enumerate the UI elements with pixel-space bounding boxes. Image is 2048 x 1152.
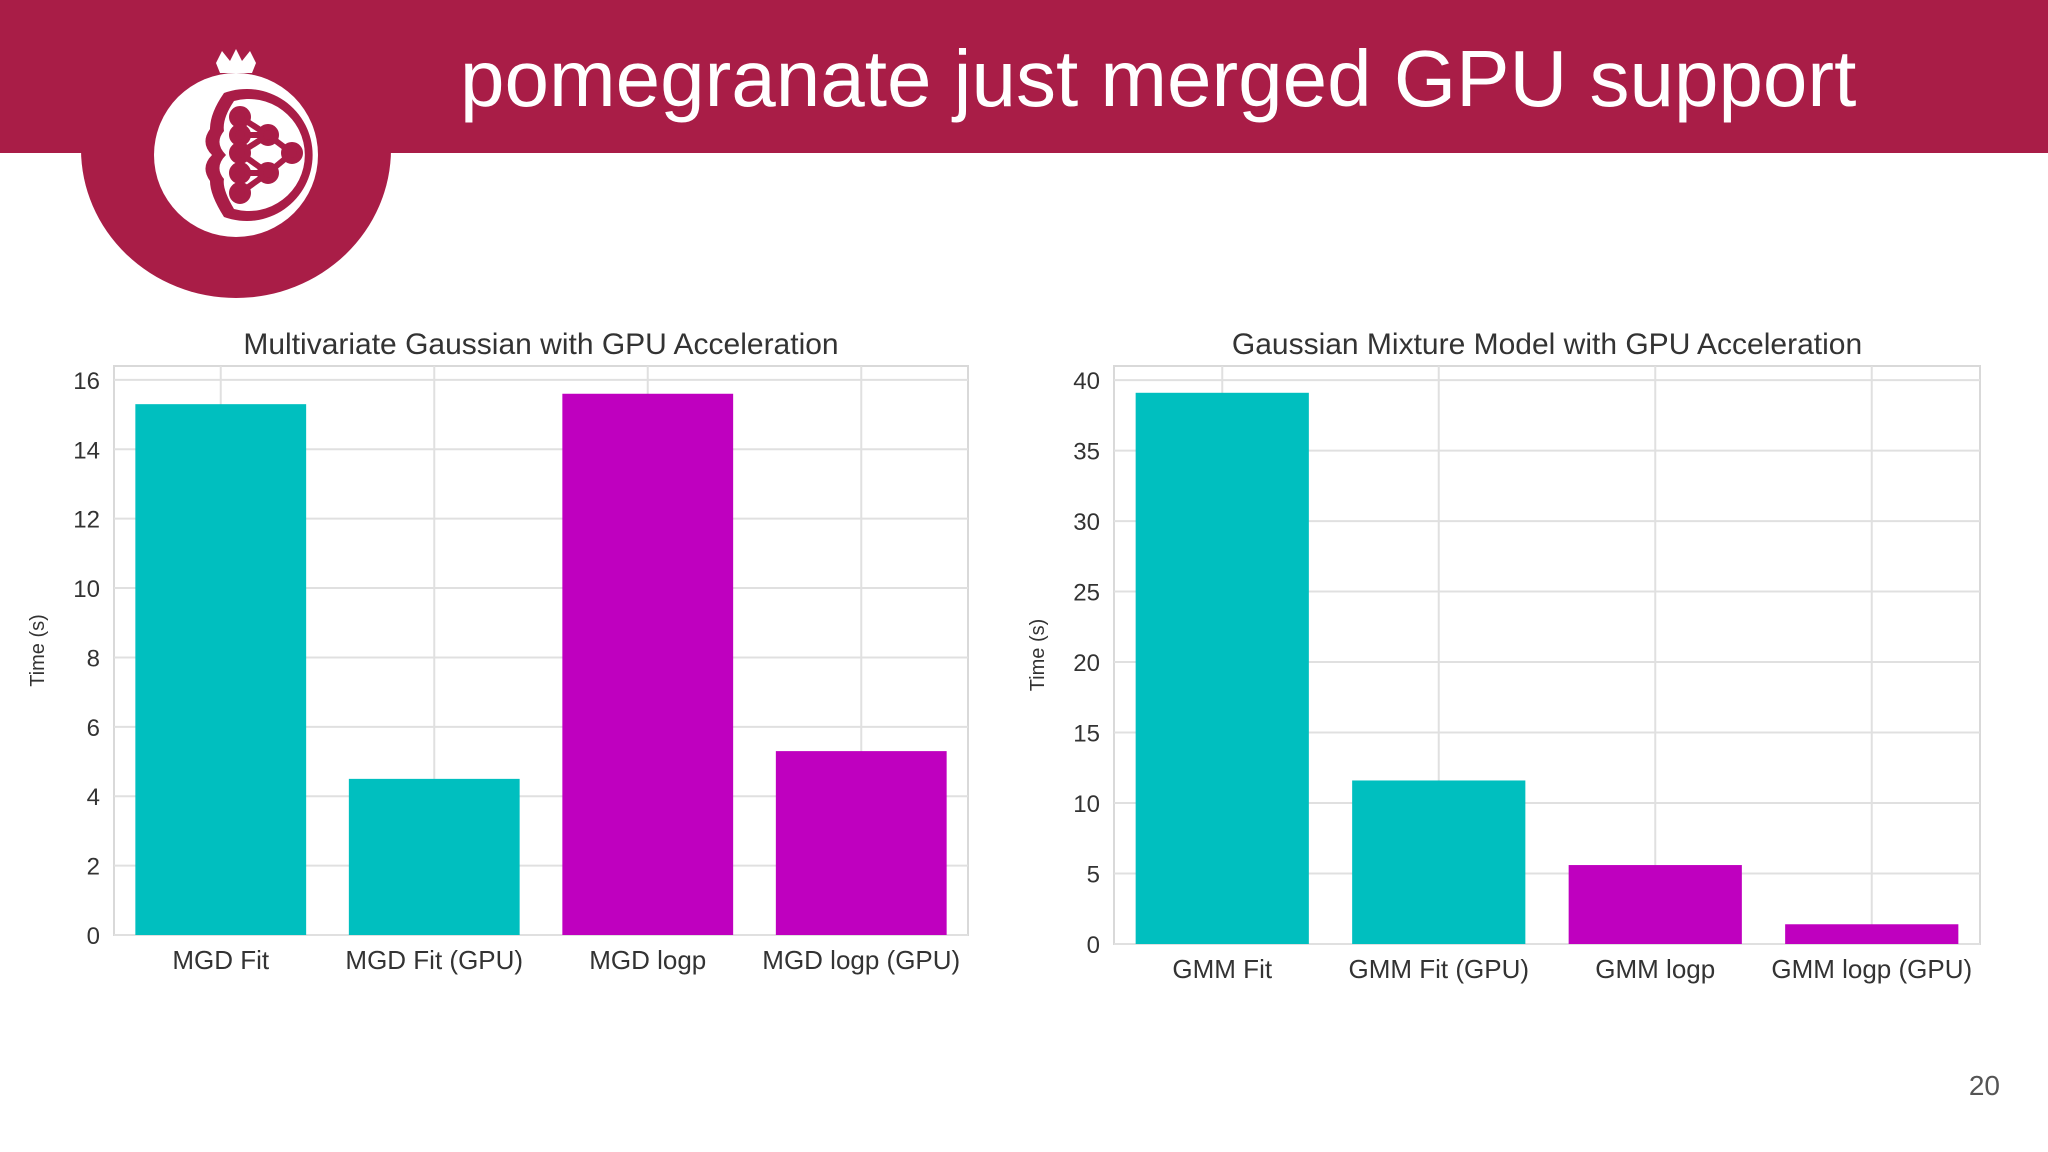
y-tick-label: 16 [73, 368, 100, 395]
y-tick-label: 6 [87, 715, 100, 742]
y-tick-label: 35 [1073, 439, 1100, 466]
y-tick-label: 10 [73, 576, 100, 603]
bar [1568, 865, 1742, 944]
x-tick-label: GMM logp (GPU) [1771, 954, 1972, 984]
x-tick-label: GMM logp [1595, 954, 1715, 984]
bar [1352, 780, 1526, 944]
y-tick-label: 15 [1073, 721, 1100, 748]
y-tick-label: 0 [87, 923, 100, 950]
bar [1785, 924, 1959, 944]
y-axis-label: Time (s) [1027, 619, 1049, 692]
bar [348, 778, 520, 935]
y-axis-label: Time (s) [27, 614, 49, 687]
y-tick-label: 40 [1073, 368, 1100, 395]
bar [775, 751, 947, 935]
slide-title: pomegranate just merged GPU support [460, 34, 1857, 123]
x-tick-label: MGD logp [589, 945, 706, 975]
slide-number: 20 [1968, 1070, 2000, 1101]
y-tick-label: 25 [1073, 580, 1100, 607]
y-tick-label: 20 [1073, 650, 1100, 677]
y-tick-label: 0 [1087, 932, 1100, 959]
y-tick-label: 30 [1073, 509, 1100, 536]
y-tick-label: 8 [87, 645, 100, 672]
chart-title: Multivariate Gaussian with GPU Accelerat… [243, 328, 838, 361]
y-tick-label: 14 [73, 437, 100, 464]
bar [562, 393, 734, 935]
chart-title: Gaussian Mixture Model with GPU Accelera… [1232, 328, 1862, 361]
bar [1135, 392, 1309, 944]
y-tick-label: 10 [1073, 791, 1100, 818]
chart-multivariate-gaussian: 0 2 4 6 8 10 12 14 16 MGD Fit MGD Fit (GPU) MGD log… [27, 328, 969, 975]
x-tick-label: GMM Fit (GPU) [1348, 954, 1529, 984]
x-tick-label: MGD Fit (GPU) [345, 945, 523, 975]
pomegranate-network-logo-icon [154, 49, 318, 237]
y-tick-label: 4 [87, 784, 100, 811]
y-tick-label: 12 [73, 507, 100, 534]
x-tick-label: MGD Fit [172, 945, 270, 975]
bar [135, 404, 307, 935]
x-tick-label: GMM Fit [1172, 954, 1272, 984]
y-tick-label: 2 [87, 854, 100, 881]
x-tick-label: MGD logp (GPU) [762, 945, 960, 975]
y-tick-label: 5 [1087, 862, 1100, 889]
